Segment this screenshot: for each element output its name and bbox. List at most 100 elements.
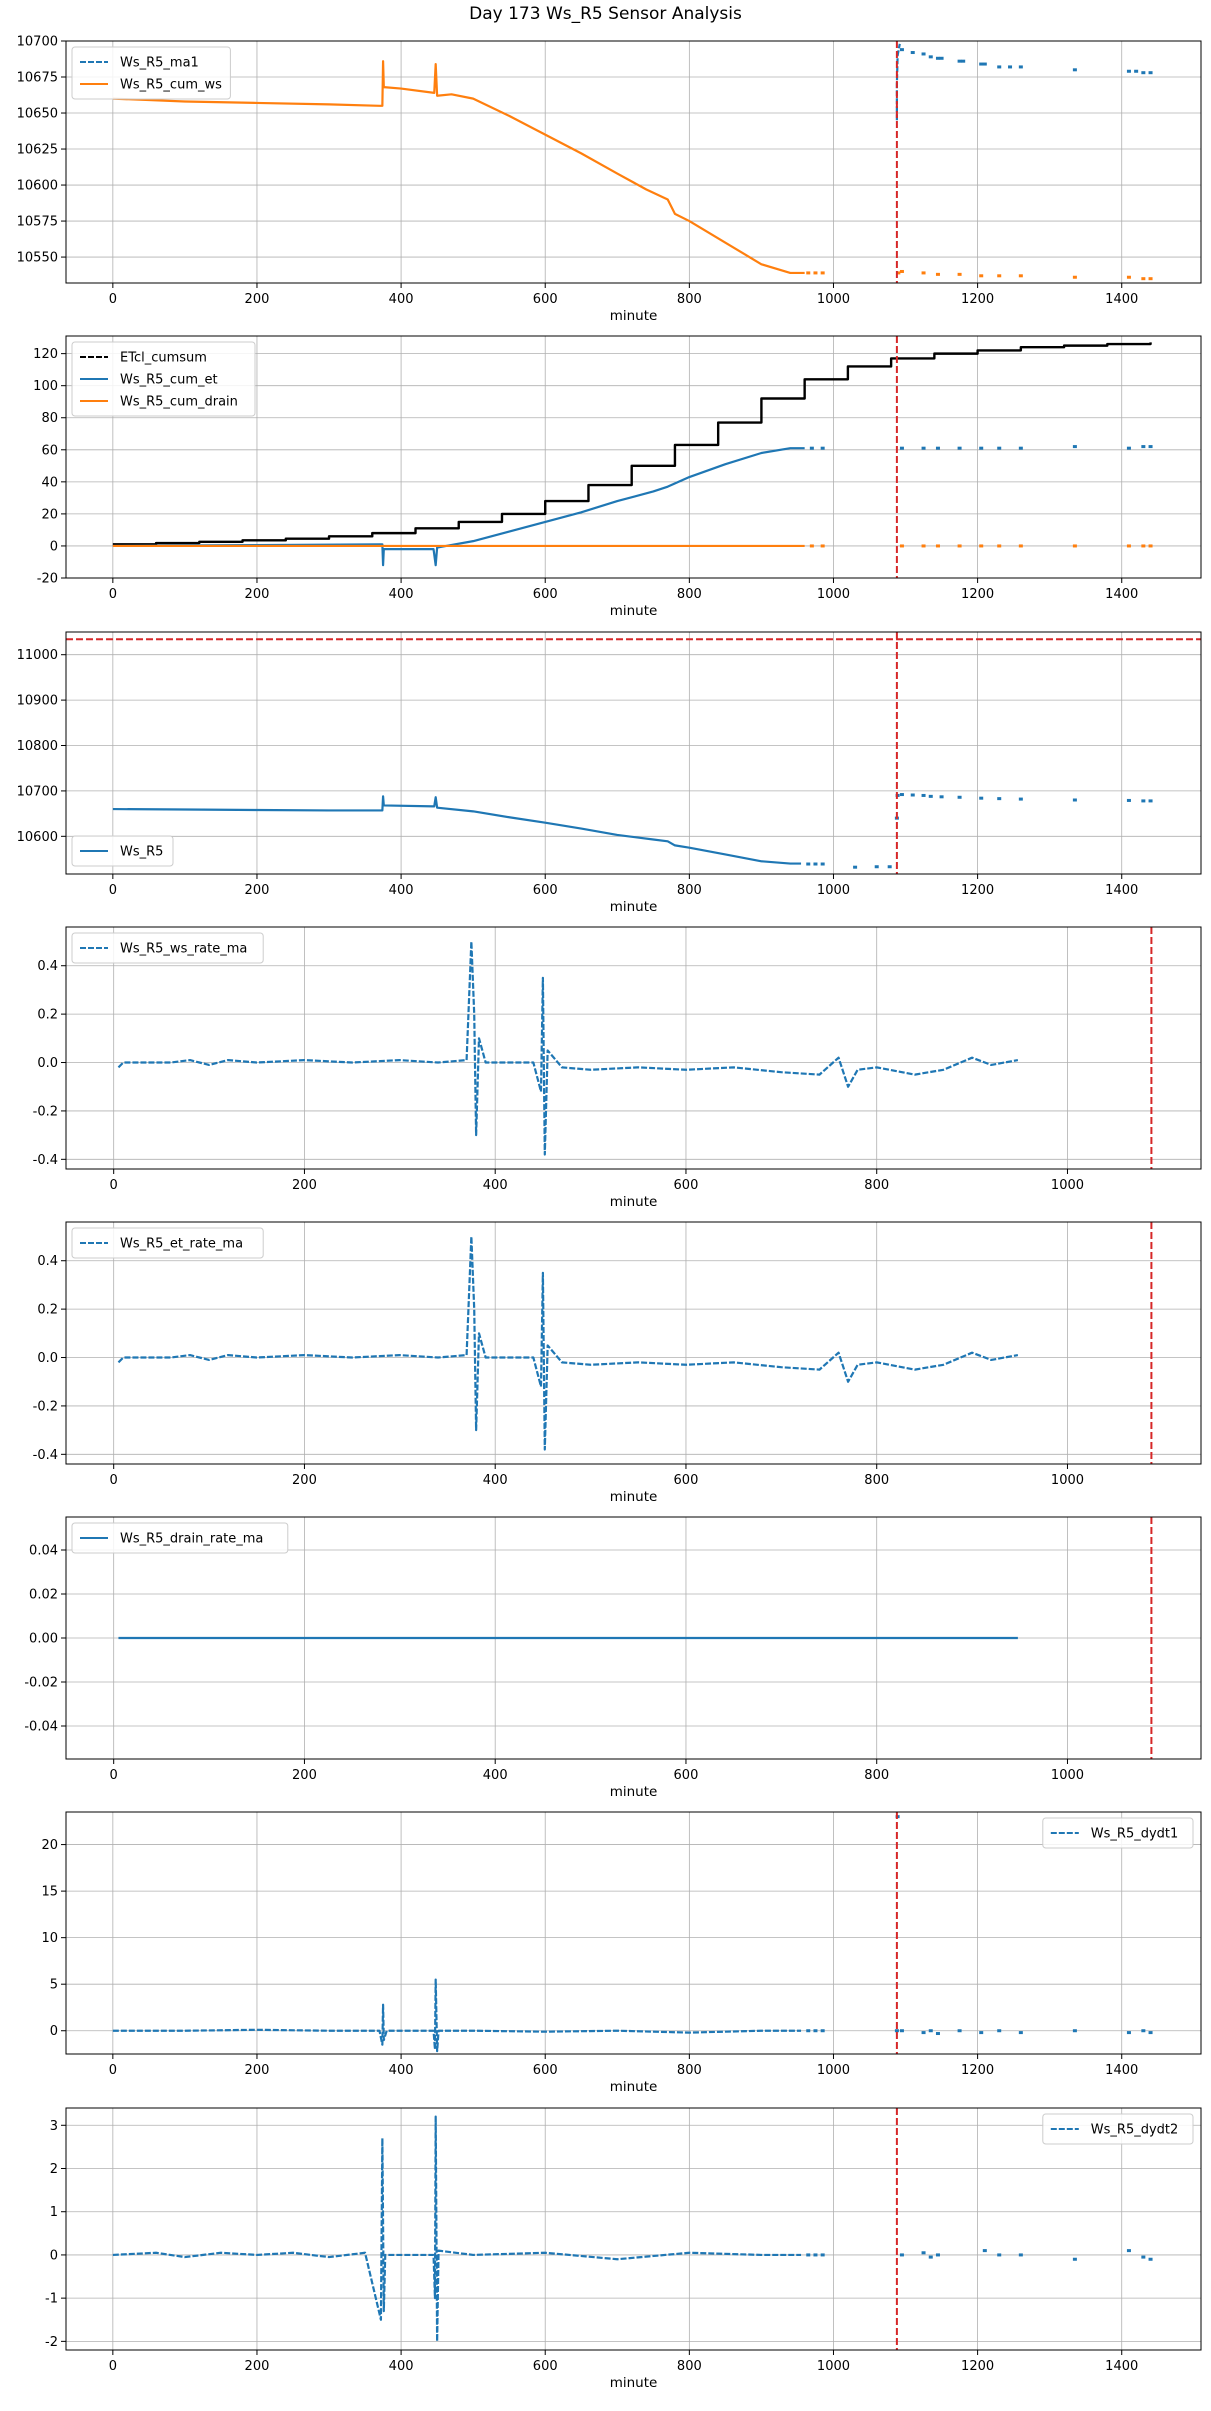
x-axis-label: minute — [610, 2079, 658, 2095]
x-tick-label: 800 — [677, 883, 702, 898]
legend-label: Ws_R5_ws_rate_ma — [120, 942, 247, 957]
data-point — [1141, 445, 1146, 449]
x-tick-label: 1000 — [817, 2359, 850, 2374]
x-axis-label: minute — [610, 308, 658, 324]
data-point — [1126, 446, 1131, 450]
x-tick-label: 1000 — [817, 292, 850, 307]
legend-box — [71, 932, 264, 964]
x-tick-label: 600 — [674, 1178, 699, 1193]
chart-panel-7: 0 200 400 600 800 1000 1200 1400 0 5 10 15 20 minute W… — [41, 1811, 1202, 2095]
x-tick-label: 400 — [389, 2063, 414, 2078]
x-tick-label: 600 — [533, 2063, 558, 2078]
axes-frame — [65, 926, 1202, 1170]
data-point — [979, 274, 984, 278]
data-point — [899, 793, 904, 797]
data-point — [894, 2029, 899, 2033]
legend-label: Ws_R5_cum_drain — [120, 395, 238, 410]
data-point — [806, 862, 811, 866]
data-point — [957, 59, 962, 63]
y-tick-label: 120 — [33, 347, 58, 362]
data-point — [921, 446, 926, 450]
y-tick-label: 0.2 — [37, 1303, 58, 1318]
axes-frame — [65, 335, 1202, 579]
y-tick-label: -20 — [37, 572, 58, 587]
x-tick-label: 0 — [109, 883, 117, 898]
data-point — [899, 2253, 904, 2257]
y-tick-label: -0.04 — [24, 1720, 58, 1735]
x-tick-label: 600 — [674, 1768, 699, 1783]
data-point — [853, 865, 858, 869]
legend-box — [1042, 1817, 1194, 1849]
y-tick-label: 10600 — [17, 179, 58, 194]
x-tick-label: 800 — [677, 292, 702, 307]
y-tick-label: 10600 — [17, 830, 58, 845]
data-point — [957, 544, 962, 548]
legend-label: Ws_R5_et_rate_ma — [120, 1237, 243, 1252]
x-tick-label: 1200 — [961, 2359, 994, 2374]
data-point — [899, 2029, 904, 2033]
legend: Ws_R5 — [71, 835, 174, 867]
x-tick-label: 400 — [483, 1768, 508, 1783]
data-point — [997, 797, 1002, 801]
data-point — [979, 544, 984, 548]
y-tick-label: 0.4 — [37, 959, 58, 974]
data-point — [961, 59, 966, 63]
data-point — [957, 795, 962, 799]
x-tick-label: 1200 — [961, 883, 994, 898]
data-point — [1072, 68, 1077, 72]
data-point — [1148, 2031, 1153, 2035]
x-tick-label: 200 — [245, 587, 270, 602]
data-point — [1141, 2029, 1146, 2033]
y-tick-label: 10800 — [17, 739, 58, 754]
x-tick-label: 1000 — [817, 587, 850, 602]
y-tick-label: 80 — [41, 411, 58, 426]
y-tick-label: -0.4 — [33, 1153, 58, 1168]
y-tick-label: -0.2 — [33, 1104, 58, 1119]
data-point — [1148, 799, 1153, 803]
data-point — [1148, 544, 1153, 548]
x-tick-label: 400 — [483, 1178, 508, 1193]
plot-area — [112, 336, 1153, 578]
plot-area — [112, 41, 1153, 283]
data-point — [935, 2253, 940, 2257]
data-point — [928, 2255, 933, 2259]
data-point — [806, 2253, 811, 2257]
legend-label: Ws_R5_drain_rate_ma — [120, 1532, 263, 1547]
data-point — [935, 446, 940, 450]
data-point — [899, 544, 904, 548]
data-point — [935, 56, 940, 60]
data-point — [1126, 798, 1131, 802]
legend-box — [1042, 2113, 1194, 2145]
data-point — [1072, 2257, 1077, 2261]
y-tick-label: 0.02 — [29, 1588, 58, 1603]
y-tick-label: 5 — [50, 1978, 58, 1993]
axes-frame — [65, 1811, 1202, 2055]
y-tick-label: 11000 — [17, 648, 58, 663]
y-tick-label: 10625 — [17, 143, 58, 158]
data-point — [1126, 2031, 1131, 2035]
data-point — [997, 65, 1002, 69]
data-point — [921, 544, 926, 548]
legend: Ws_R5_dydt2 — [1042, 2113, 1194, 2145]
plot-area — [117, 1222, 1153, 1464]
data-point — [1148, 445, 1153, 449]
series-line — [112, 2115, 802, 2343]
x-tick-label: 400 — [389, 587, 414, 602]
y-tick-label: 40 — [41, 475, 58, 490]
legend-label: Ws_R5_dydt1 — [1091, 1827, 1179, 1842]
data-point — [997, 544, 1002, 548]
x-tick-label: 600 — [533, 292, 558, 307]
data-point — [957, 2029, 962, 2033]
data-point — [910, 793, 915, 797]
chart-panel-6: 0 200 400 600 800 1000 -0.04 -0.02 0.00 0.02 0.04 m… — [24, 1516, 1202, 1800]
y-tick-label: 20 — [41, 507, 58, 522]
y-tick-label: 10 — [41, 1931, 58, 1946]
data-point — [1072, 445, 1077, 449]
data-point — [813, 2029, 818, 2033]
x-tick-label: 1400 — [1105, 2063, 1138, 2078]
y-tick-label: 0.04 — [29, 1544, 58, 1559]
axes-frame — [65, 1221, 1202, 1465]
legend-box — [71, 341, 256, 417]
x-tick-label: 0 — [109, 2359, 117, 2374]
x-axis-label: minute — [610, 1194, 658, 1210]
